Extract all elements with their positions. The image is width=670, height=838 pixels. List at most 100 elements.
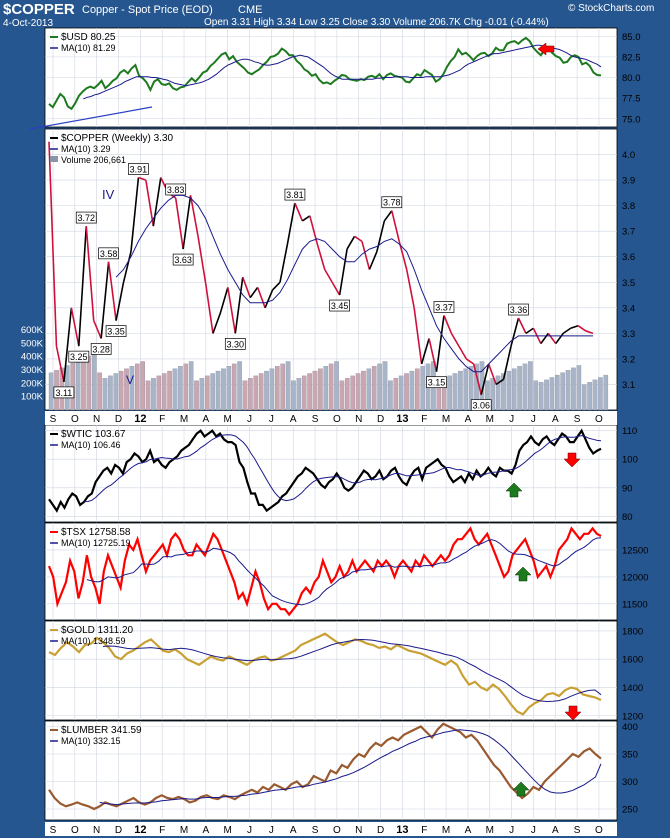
- copper-price-segment: [413, 307, 423, 365]
- volume-bar: [226, 366, 232, 411]
- copper-price-segment: [472, 363, 482, 395]
- x-axis-bottom-label: 12: [134, 824, 146, 836]
- price-label-box: [128, 163, 149, 175]
- volume-bar: [339, 380, 345, 411]
- volume-bar: [183, 363, 189, 411]
- x-axis-bottom-label: N: [93, 825, 100, 836]
- copper-price-segment: [219, 287, 229, 314]
- tsx-ytick: 11500: [622, 599, 648, 610]
- volume-bar: [506, 370, 512, 411]
- lumber-ma-line: [99, 729, 602, 806]
- copper-price-segment: [85, 226, 95, 321]
- price-label: 3.91: [130, 165, 148, 175]
- copper-price-segment: [480, 363, 490, 395]
- x-axis-bottom-label: O: [333, 825, 341, 836]
- volume-bar: [398, 375, 404, 411]
- tsx-ytick: 12000: [622, 572, 648, 583]
- x-axis-bottom-label: M: [180, 825, 188, 836]
- copper-price-segment: [234, 277, 244, 334]
- copper-price-segment: [294, 202, 304, 222]
- volume-bar: [253, 375, 259, 411]
- x-axis-bottom-label: A: [552, 825, 559, 836]
- volume-bar: [301, 375, 307, 411]
- volume-bar: [371, 366, 377, 411]
- volume-bar: [350, 375, 355, 411]
- symbol-title: $COPPER: [3, 1, 75, 18]
- x-axis-top-label: D: [377, 414, 384, 425]
- copper-price-segment: [361, 241, 371, 270]
- tsx-ma-legend-text: MA(10) 12725.19: [61, 538, 131, 548]
- volume-bar: [328, 363, 334, 411]
- symbol-description: Copper - Spot Price (EOD): [82, 4, 213, 16]
- x-axis-top-label: J: [269, 414, 274, 425]
- volume-bar: [334, 361, 339, 411]
- copper-legend-text: $COPPER (Weekly) 3.30: [61, 133, 174, 144]
- x-axis-bottom-label: A: [465, 825, 472, 836]
- volume-bar: [603, 374, 609, 411]
- x-axis-bottom-label: A: [203, 825, 210, 836]
- copper-ytick: 4.0: [622, 150, 635, 161]
- volume-bar: [161, 373, 167, 411]
- copper-price-segment: [271, 281, 281, 291]
- volume-bar: [248, 378, 253, 411]
- gold-ma-legend-text: MA(10) 1348.59: [61, 636, 126, 646]
- volume-bar: [571, 367, 576, 411]
- volume-bar: [318, 368, 323, 411]
- usd-ma-line: [83, 44, 602, 100]
- copper-price-segment: [577, 325, 587, 332]
- volume-bar: [366, 368, 372, 411]
- price-label-box: [426, 376, 447, 389]
- volume-bar: [549, 377, 555, 411]
- copper-price-segment: [338, 248, 348, 296]
- wtic-ytick: 110: [622, 426, 637, 437]
- volume-bar: [458, 370, 463, 411]
- price-label: 3.11: [55, 388, 72, 398]
- lumber-up-arrow: [512, 781, 530, 797]
- price-label-box: [508, 303, 529, 316]
- copper-price-segment: [391, 210, 401, 242]
- usd-legend-text: $USD 80.25: [61, 32, 116, 43]
- copper-ytick: 3.1: [622, 380, 635, 391]
- volume-bar: [361, 370, 366, 411]
- copper-price-segment: [540, 332, 549, 345]
- x-axis-bottom-label: J: [269, 825, 274, 836]
- x-axis-top-label: J: [531, 414, 536, 425]
- copper-price-segment: [122, 251, 132, 283]
- copper-ma-line: [115, 194, 593, 373]
- lumber-ytick: 400: [622, 722, 638, 733]
- copper-price-segment: [145, 179, 155, 227]
- copper-price-segment: [182, 195, 192, 250]
- volume-bar: [97, 372, 102, 411]
- lumber-ytick: 250: [622, 805, 638, 816]
- volume-bar: [140, 361, 145, 411]
- volume-bar: [70, 362, 75, 411]
- copper-ytick: 3.3: [622, 329, 635, 340]
- price-label: 3.45: [331, 301, 349, 311]
- volume-bar: [199, 378, 205, 411]
- x-axis-bottom-label: J: [531, 825, 536, 836]
- x-axis-top-label: O: [333, 414, 341, 425]
- gold-ytick: 1800: [622, 626, 643, 637]
- wtic-ma-legend-text: MA(10) 106.46: [61, 440, 121, 450]
- tsx-plot-area: [44, 522, 618, 621]
- volume-bar: [511, 368, 517, 411]
- volume-bar: [129, 366, 135, 411]
- volume-bar: [538, 382, 544, 411]
- wtic-ytick: 100: [622, 455, 638, 466]
- usd-ytick: 77.5: [622, 94, 641, 105]
- copper-price-segment: [130, 177, 140, 252]
- lumber-legend-text: $LUMBER 341.59: [61, 725, 142, 736]
- copper-ytick: 3.8: [622, 201, 635, 212]
- copper-price-segment: [174, 197, 184, 250]
- price-label-box: [75, 211, 97, 224]
- copper-ytick: 3.2: [622, 354, 635, 365]
- price-label-box: [68, 350, 90, 363]
- volume-bar: [108, 375, 113, 411]
- volume-bar: [404, 373, 409, 411]
